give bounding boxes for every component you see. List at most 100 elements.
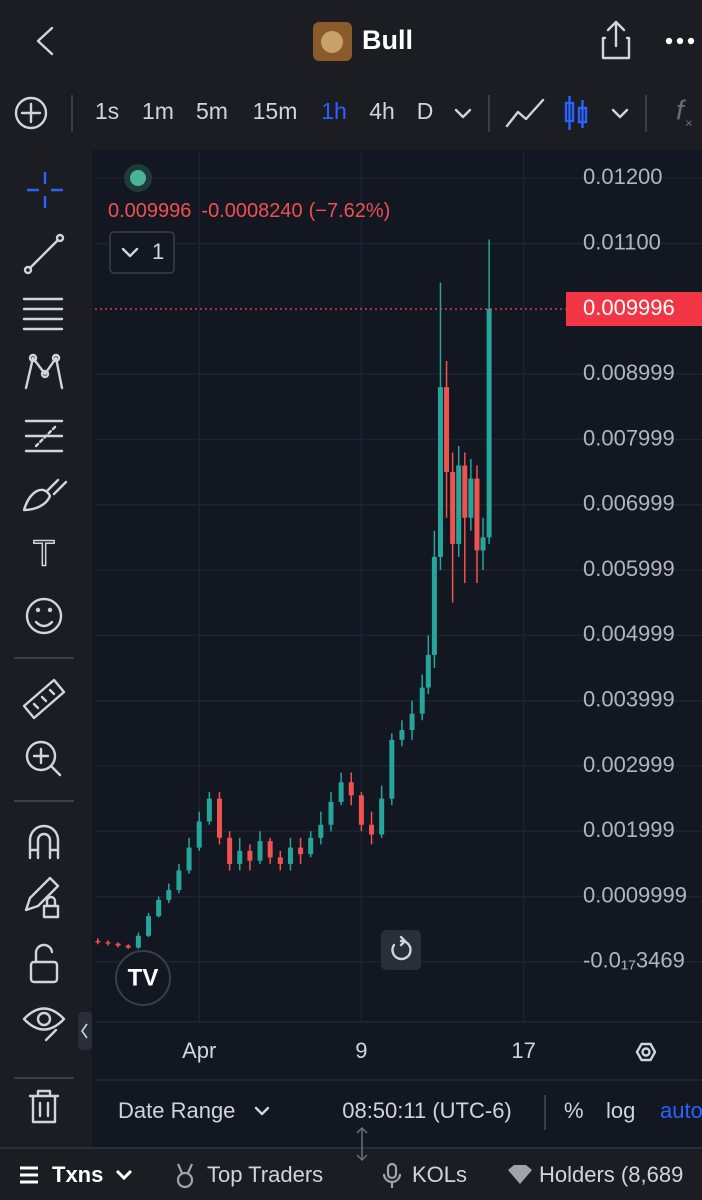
ruler-tool[interactable]	[22, 678, 66, 720]
y-tick-label: 0.001999	[583, 817, 675, 842]
candle-body	[308, 837, 314, 855]
holders-icon	[508, 1165, 532, 1184]
candle-body	[186, 847, 192, 871]
txns-icon	[20, 1166, 38, 1184]
footer-bg	[0, 1148, 702, 1200]
tab-top-traders[interactable]: Top Traders	[207, 1162, 323, 1187]
interval-button[interactable]: 4h	[369, 98, 395, 124]
y-tick-label: 0.01100	[583, 229, 661, 254]
lock-drawings-tool[interactable]	[24, 876, 60, 919]
fib-tool[interactable]	[24, 419, 64, 453]
candle-body	[318, 824, 324, 838]
unlock-tool[interactable]	[29, 943, 59, 984]
percent-toggle[interactable]: %	[564, 1098, 584, 1123]
indicator-count: 1	[152, 239, 164, 264]
candle-body	[431, 556, 437, 655]
candle-body	[474, 478, 480, 551]
y-tick-label: 0.002999	[583, 752, 675, 777]
price-chart: 0.01200 0.01100 0.008999 0.007999 0.006999 0.…	[95, 152, 702, 1063]
candle-body	[146, 916, 152, 936]
legend-change-pct: (−7.62%)	[309, 200, 391, 222]
zoom-tool[interactable]	[25, 740, 62, 777]
tab-holders[interactable]: Holders (8,689	[539, 1162, 683, 1187]
candle-chart-button[interactable]	[564, 96, 588, 130]
interval-button[interactable]: 15m	[253, 98, 298, 124]
add-indicator-plus	[20, 102, 42, 124]
trendline-tool[interactable]	[23, 233, 65, 275]
back-button[interactable]	[36, 26, 54, 56]
txns-chevron	[115, 1169, 133, 1181]
add-indicator[interactable]	[14, 96, 48, 130]
share-button[interactable]	[601, 20, 631, 60]
candle-body	[444, 387, 450, 473]
emoji-tool[interactable]	[25, 597, 63, 635]
candle-body	[369, 824, 375, 835]
x-tick-label: 9	[355, 1038, 367, 1063]
candle-body	[298, 847, 304, 855]
candle-body	[176, 870, 182, 891]
candle-body	[389, 739, 395, 799]
candle-body	[105, 942, 111, 944]
token-title: Bull	[362, 25, 413, 55]
y-tick-label: 0.007999	[583, 425, 675, 450]
interval-button[interactable]: 5m	[196, 98, 228, 124]
indicator-toggle[interactable]	[109, 231, 175, 274]
top-traders-icon	[176, 1163, 194, 1189]
hlines-tool[interactable]	[22, 297, 64, 331]
axis-settings[interactable]	[635, 1042, 657, 1062]
tab-kols[interactable]: KOLs	[412, 1162, 467, 1187]
legend-change: -0.0008240	[201, 200, 302, 222]
more-button[interactable]	[665, 37, 695, 45]
current-price-label: 0.009996	[583, 295, 675, 320]
candle-body	[486, 309, 492, 538]
candle-body	[95, 941, 101, 943]
indicator-toggle-chevron	[121, 247, 139, 258]
y-tick-label: 0.01200	[583, 164, 663, 189]
candle-body	[379, 798, 385, 835]
interval-button[interactable]: D	[417, 98, 434, 124]
candle-body	[267, 841, 273, 858]
current-price-tag	[566, 292, 702, 327]
date-range[interactable]: Date Range	[118, 1098, 235, 1123]
clock: 08:50:11 (UTC-6)	[342, 1098, 512, 1123]
price-legend: 0.009996 -0.0008240 (−7.62%)	[108, 200, 390, 222]
reset-chart[interactable]	[381, 930, 421, 970]
interval-dropdown[interactable]	[454, 108, 472, 119]
x-tick-label: Apr	[182, 1038, 216, 1063]
resize-handle[interactable]	[356, 1126, 368, 1162]
candle-body	[348, 782, 354, 796]
y-tick-label: 0.004999	[583, 621, 675, 646]
auto-toggle[interactable]: auto	[660, 1098, 702, 1123]
candle-body	[206, 798, 212, 822]
candle-body	[399, 730, 405, 740]
candle-body	[277, 857, 283, 864]
log-toggle[interactable]: log	[606, 1098, 635, 1123]
candle-body	[135, 935, 141, 948]
line-chart-button[interactable]	[505, 98, 545, 128]
tab-txns[interactable]: Txns	[52, 1162, 103, 1187]
sidebar-collapse-arrow	[81, 1023, 88, 1039]
candle-body	[125, 945, 131, 948]
interval-button[interactable]: 1m	[142, 98, 174, 124]
x-tick-label: 17	[511, 1038, 535, 1063]
pattern-tool[interactable]	[24, 353, 64, 390]
candle-body	[480, 537, 486, 551]
candle-body	[156, 899, 162, 917]
sidebar-bg	[0, 150, 92, 1150]
chart-type-dropdown[interactable]	[611, 108, 629, 119]
status-dot	[130, 170, 146, 186]
sidebar-collapse[interactable]	[78, 1012, 92, 1050]
magnet-tool[interactable]	[28, 824, 60, 860]
kols-icon	[382, 1162, 402, 1188]
fx-button[interactable]: f	[676, 94, 687, 125]
interval-button[interactable]: 1s	[95, 98, 119, 124]
tv-logo[interactable]	[115, 950, 171, 1006]
crosshair-tool[interactable]	[27, 172, 63, 208]
delete-tool[interactable]	[28, 1089, 60, 1124]
brush-tool[interactable]	[22, 478, 68, 512]
candle-body	[328, 801, 334, 825]
text-tool[interactable]: T	[32, 532, 56, 575]
candle-body	[425, 654, 431, 688]
interval-button[interactable]: 1h	[321, 98, 347, 124]
visibility-tool[interactable]	[22, 1007, 66, 1042]
